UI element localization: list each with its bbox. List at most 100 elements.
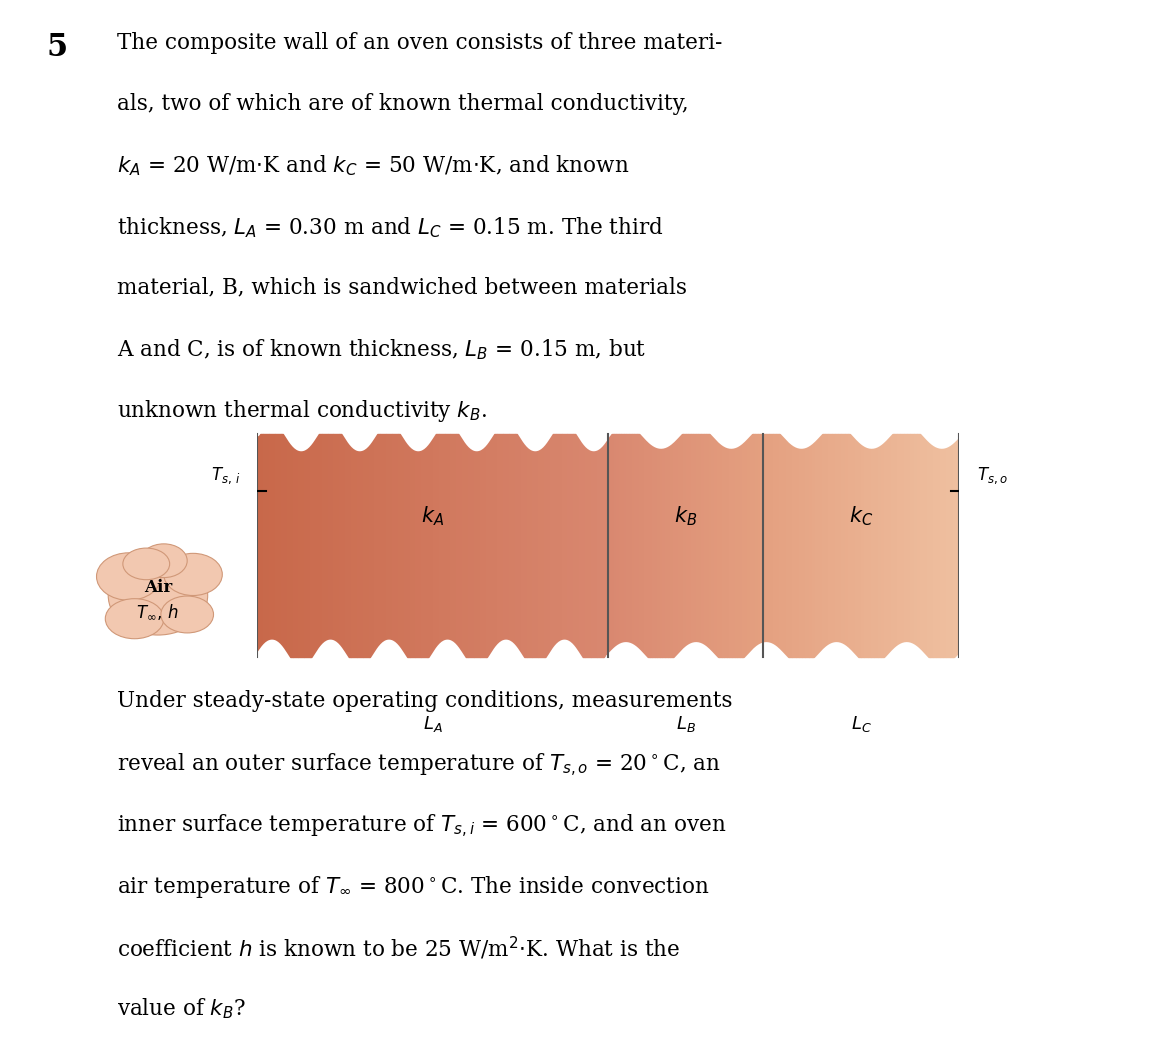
Bar <box>707 434 709 657</box>
Bar <box>357 434 363 657</box>
Bar <box>269 434 275 657</box>
Bar <box>808 434 812 657</box>
Bar <box>526 434 532 657</box>
Text: air temperature of $T_\infty$ = 800$^\circ$C. The inside convection: air temperature of $T_\infty$ = 800$^\ci… <box>117 874 709 900</box>
Bar <box>503 434 509 657</box>
Bar <box>462 434 468 657</box>
Bar <box>848 434 852 657</box>
Bar <box>812 434 815 657</box>
Bar <box>567 434 573 657</box>
Bar <box>532 434 538 657</box>
Text: $k_C$: $k_C$ <box>849 504 873 527</box>
Bar <box>509 434 515 657</box>
Bar <box>858 434 861 657</box>
Bar <box>742 434 745 657</box>
Bar <box>832 434 835 657</box>
Bar <box>861 434 865 657</box>
Bar <box>755 434 758 657</box>
Bar <box>852 434 854 657</box>
Bar <box>920 434 923 657</box>
Bar <box>914 434 917 657</box>
Bar <box>940 434 943 657</box>
Bar <box>398 434 404 657</box>
Bar <box>632 434 634 657</box>
Bar <box>711 434 714 657</box>
Bar <box>374 434 380 657</box>
Bar <box>544 434 550 657</box>
Bar <box>776 434 779 657</box>
Bar <box>885 434 887 657</box>
Bar <box>386 434 392 657</box>
Bar <box>752 434 755 657</box>
Ellipse shape <box>97 552 161 600</box>
Bar <box>716 434 720 657</box>
Bar <box>556 434 562 657</box>
Bar <box>427 434 433 657</box>
Bar <box>803 434 805 657</box>
Text: material, B, which is sandwiched between materials: material, B, which is sandwiched between… <box>117 276 687 298</box>
Bar <box>868 434 870 657</box>
Text: Air: Air <box>144 579 172 596</box>
Bar <box>701 434 703 657</box>
Bar <box>573 434 579 657</box>
Bar <box>947 434 950 657</box>
Bar <box>927 434 930 657</box>
Text: $T_{s,\,i}$: $T_{s,\,i}$ <box>211 466 240 486</box>
Bar <box>878 434 881 657</box>
Bar <box>901 434 903 657</box>
Text: reveal an outer surface temperature of $T_{s,o}$ = 20$^\circ$C, an: reveal an outer surface temperature of $… <box>117 752 721 779</box>
Bar <box>727 434 729 657</box>
Bar <box>952 434 956 657</box>
Ellipse shape <box>109 557 208 635</box>
Bar <box>934 434 936 657</box>
Bar <box>658 434 660 657</box>
Ellipse shape <box>164 553 222 596</box>
Bar <box>894 434 897 657</box>
Bar <box>486 434 491 657</box>
Bar <box>783 434 786 657</box>
Text: A and C, is of known thickness, $L_B$ = 0.15 m, but: A and C, is of known thickness, $L_B$ = … <box>117 337 646 362</box>
Bar <box>660 434 662 657</box>
Bar <box>874 434 878 657</box>
Bar <box>729 434 732 657</box>
Bar <box>491 434 497 657</box>
Bar <box>735 434 737 657</box>
Bar <box>404 434 410 657</box>
Ellipse shape <box>140 544 187 578</box>
Bar <box>936 434 940 657</box>
Bar <box>779 434 783 657</box>
Bar <box>796 434 799 657</box>
Bar <box>956 434 959 657</box>
Bar <box>694 434 696 657</box>
Bar <box>433 434 439 657</box>
Bar <box>322 434 328 657</box>
Bar <box>670 434 673 657</box>
Bar <box>903 434 907 657</box>
Bar <box>415 434 421 657</box>
Bar <box>480 434 486 657</box>
Bar <box>724 434 727 657</box>
Bar <box>624 434 626 657</box>
Bar <box>739 434 742 657</box>
Bar <box>870 434 874 657</box>
Bar <box>748 434 750 657</box>
Bar <box>845 434 848 657</box>
Text: The composite wall of an oven consists of three materi-: The composite wall of an oven consists o… <box>117 32 722 54</box>
Bar <box>683 434 686 657</box>
Bar <box>333 434 339 657</box>
Bar <box>281 434 287 657</box>
Bar <box>709 434 711 657</box>
Bar <box>617 434 619 657</box>
Bar <box>750 434 752 657</box>
Bar <box>263 434 269 657</box>
Bar <box>298 434 304 657</box>
Bar <box>304 434 310 657</box>
Bar <box>772 434 776 657</box>
Bar <box>930 434 934 657</box>
Bar <box>585 434 591 657</box>
Text: $k_A$: $k_A$ <box>421 504 445 527</box>
Bar <box>688 434 690 657</box>
Bar <box>597 434 603 657</box>
Bar <box>287 434 292 657</box>
Bar <box>608 434 611 657</box>
